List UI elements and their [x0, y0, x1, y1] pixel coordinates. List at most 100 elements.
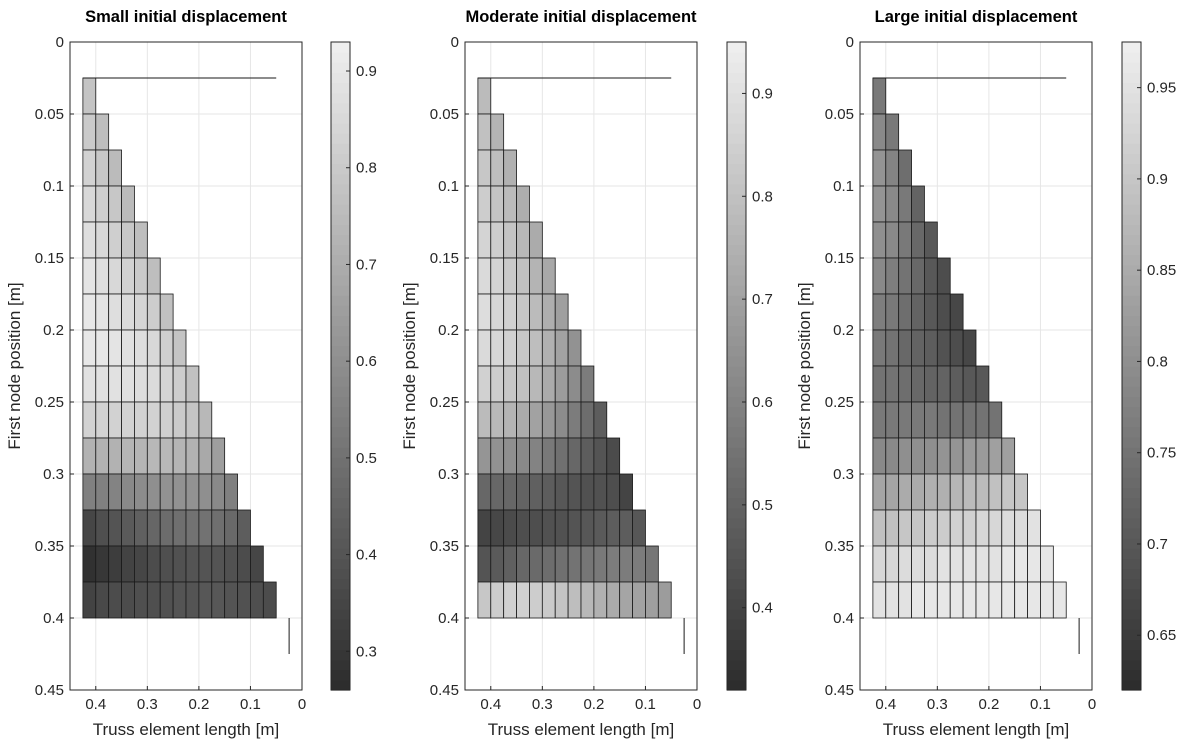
heatmap-cell	[911, 437, 925, 475]
y-tick-label: 0.25	[35, 394, 64, 411]
colorbar-step	[1122, 325, 1141, 337]
heatmap-cell	[872, 401, 887, 439]
heatmap-cell	[936, 473, 951, 511]
chart-title: Small initial displacement	[85, 8, 287, 26]
colorbar-step	[727, 102, 746, 114]
heatmap-cell	[580, 401, 595, 439]
y-tick-label: 0.45	[825, 682, 854, 699]
heatmap-cell	[606, 473, 621, 511]
colorbar-step	[331, 244, 350, 256]
heatmap-cell	[529, 293, 543, 331]
heatmap-cell	[516, 545, 530, 583]
heatmap-cell	[121, 581, 135, 619]
heatmap-cell	[1001, 545, 1016, 583]
heatmap-cell	[936, 257, 951, 295]
colorbar-step	[331, 214, 350, 225]
colorbar-tick-label: 0.9	[752, 85, 773, 102]
heatmap-cell	[159, 329, 174, 367]
heatmap-cell	[490, 365, 505, 403]
heatmap-cell	[82, 365, 97, 403]
heatmap-cell	[490, 329, 505, 367]
colorbar-step	[727, 457, 746, 468]
heatmap-cell	[554, 545, 569, 583]
x-tick-label: 0.3	[927, 696, 948, 713]
y-tick-label: 0.1	[438, 178, 459, 195]
heatmap-cell	[619, 509, 633, 547]
colorbar-step	[727, 193, 746, 205]
heatmap-cell	[262, 581, 277, 619]
y-tick-label: 0.05	[430, 106, 459, 123]
x-tick-label: 0	[1088, 696, 1096, 713]
heatmap-cell	[541, 257, 556, 295]
heatmap-cell	[82, 113, 97, 151]
heatmap-cell	[911, 581, 925, 619]
y-tick-label: 0.35	[825, 538, 854, 555]
colorbar-step	[727, 528, 746, 539]
y-tick-label: 0.05	[825, 106, 854, 123]
colorbar-step	[331, 123, 350, 134]
y-tick-label: 0.3	[438, 466, 459, 483]
heatmap-cell	[872, 365, 887, 403]
y-tick-label: 0.25	[825, 394, 854, 411]
axes-frame	[69, 41, 303, 691]
heatmap-cell	[975, 365, 990, 403]
heatmap-cell	[95, 257, 110, 295]
heatmap-cell	[988, 473, 1003, 511]
y-tick-label: 0.4	[43, 610, 64, 627]
heatmap-cell	[503, 221, 517, 259]
heatmap-cell	[82, 581, 97, 619]
heatmap-cell	[198, 473, 213, 511]
colorbar-step	[331, 305, 350, 316]
colorbar-step	[727, 244, 746, 256]
heatmap-cell	[121, 329, 135, 367]
y-tick-label: 0.2	[43, 322, 64, 339]
heatmap-cell	[477, 401, 492, 439]
chart-title: Moderate initial displacement	[465, 8, 697, 26]
colorbar-step	[1122, 507, 1141, 519]
heatmap-cell	[159, 365, 174, 403]
colorbar-step	[1122, 568, 1141, 580]
colorbar-step	[1122, 335, 1141, 347]
heatmap-cell	[872, 77, 887, 115]
colorbar-step	[1122, 355, 1141, 367]
colorbar-tick-label: 0.8	[1147, 353, 1168, 370]
x-tick-label: 0.3	[137, 696, 158, 713]
heatmap-cell	[95, 329, 110, 367]
heatmap-cell	[898, 257, 912, 295]
chart-title: Large initial displacement	[875, 8, 1078, 26]
heatmap-cell	[490, 581, 505, 619]
heatmap-cell	[1027, 509, 1041, 547]
colorbar-step	[1122, 426, 1141, 438]
colorbar-step	[1122, 42, 1141, 53]
colorbar-step	[331, 528, 350, 539]
colorbar-step	[727, 82, 746, 94]
heatmap-cell	[898, 293, 912, 331]
heatmap-cell	[224, 473, 238, 511]
colorbar-step	[331, 62, 350, 73]
colorbar-step	[727, 609, 746, 620]
heatmap-cell	[949, 365, 964, 403]
colorbar-step	[727, 72, 746, 84]
heatmap-cell	[949, 545, 964, 583]
heatmap-cell	[898, 185, 912, 223]
heatmap-cell	[108, 581, 122, 619]
heatmap-cell	[885, 509, 900, 547]
heatmap-cell	[885, 473, 900, 511]
heatmap-cell	[580, 545, 595, 583]
colorbar-step	[331, 112, 350, 124]
colorbar-step	[727, 406, 746, 418]
colorbar-step	[1122, 406, 1141, 418]
heatmap-cell	[477, 185, 492, 223]
heatmap-cell	[82, 149, 97, 187]
heatmap-cell	[134, 257, 148, 295]
heatmap-cell	[885, 401, 900, 439]
heatmap-cell	[541, 509, 556, 547]
heatmap-cell	[477, 581, 492, 619]
colorbar-step	[1122, 52, 1141, 63]
heatmap-cell	[898, 509, 912, 547]
heatmap-cell	[872, 149, 887, 187]
heatmap-cell	[95, 113, 110, 151]
colorbar-step	[727, 123, 746, 134]
colorbar-step	[331, 578, 350, 590]
heatmap-cell	[885, 221, 900, 259]
